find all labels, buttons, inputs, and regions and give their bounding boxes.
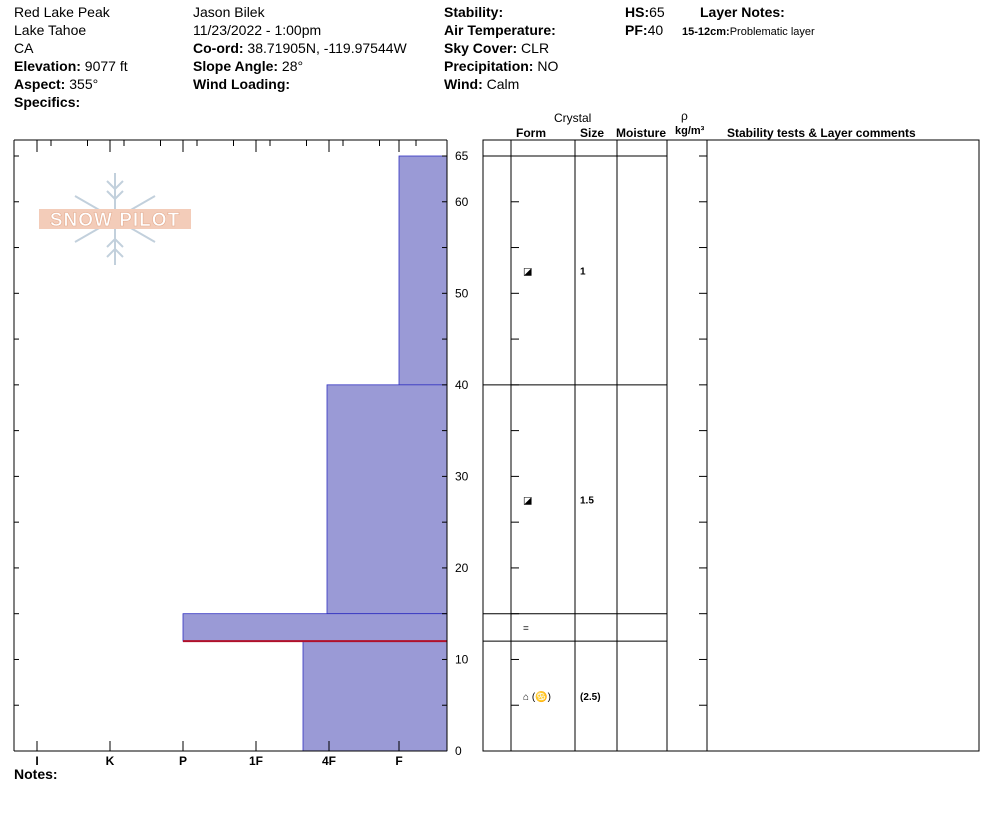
air-temp-label: Air Temperature:: [444, 22, 556, 38]
pf-label: PF:: [625, 22, 648, 38]
crystal-form-symbol: ◪: [523, 495, 532, 506]
x-tick-label: I: [35, 754, 38, 768]
crystal-header: Crystal: [554, 111, 592, 125]
crystal-form-symbol: ◪: [523, 266, 532, 277]
location-name: Red Lake Peak: [14, 4, 110, 20]
observation-datetime: 11/23/2022 - 1:00pm: [193, 22, 322, 38]
slope-angle: Slope Angle: 28°: [193, 57, 303, 75]
crystal-size-value: (2.5): [580, 692, 601, 703]
observer-name: Jason Bilek: [193, 4, 265, 20]
aspect: Aspect: 355°: [14, 75, 98, 93]
aspect-value: 355°: [65, 76, 99, 92]
layer-note-text: Problematic layer: [729, 26, 815, 38]
precipitation: Precipitation: NO: [444, 57, 558, 75]
y-tick-label: 40: [455, 378, 469, 392]
snow-pilot-logo: SNOW PILOT: [39, 173, 191, 265]
x-tick-label: F: [395, 754, 402, 768]
form-header: Form: [516, 126, 546, 140]
slope-label: Slope Angle:: [193, 58, 279, 74]
x-tick-label: 4F: [322, 754, 336, 768]
elevation-label: Elevation:: [14, 58, 81, 74]
crystal-form-symbol: =: [523, 623, 529, 634]
range-name: Lake Tahoe: [14, 22, 87, 38]
x-tick-label: 1F: [249, 754, 263, 768]
elevation: Elevation: 9077 ft: [14, 57, 128, 75]
sky-cover-label: Sky Cover:: [444, 40, 518, 56]
hardness-layer-bar: [398, 155, 448, 386]
sky-cover-value: CLR: [517, 40, 550, 56]
hs-label: HS:: [625, 4, 650, 20]
hs: HS:65: [625, 3, 665, 21]
pf: PF:40: [625, 21, 663, 39]
slope-value: 28°: [278, 58, 304, 74]
layer-note-range: 15-12cm:: [682, 26, 730, 38]
y-tick-label: 65: [455, 149, 469, 163]
crystal-form-symbol: ⌂ (♋): [523, 690, 551, 703]
wind-label: Wind:: [444, 76, 483, 92]
density-unit-header: kg/m³: [675, 125, 705, 137]
notes-label: Notes:: [14, 766, 58, 782]
stability-tests-header: Stability tests & Layer comments: [727, 126, 916, 140]
hardness-layer-bar: [326, 384, 448, 615]
y-tick-label: 60: [455, 195, 469, 209]
crystal-size-value: 1: [580, 266, 586, 277]
precip-value: NO: [533, 58, 559, 74]
x-tick-label: K: [106, 754, 115, 768]
y-tick-label: 50: [455, 286, 469, 300]
logo-banner: [39, 209, 191, 229]
rho-header: ρ: [681, 109, 688, 123]
table-border: [482, 139, 980, 752]
precip-label: Precipitation:: [444, 58, 534, 74]
coord-value: 38.71905N, -119.97544W: [243, 40, 407, 56]
aspect-label: Aspect:: [14, 76, 66, 92]
wind-loading-label: Wind Loading:: [193, 76, 291, 92]
size-header: Size: [580, 126, 605, 140]
layer-note: 15-12cm:Problematic layer: [682, 23, 815, 41]
hs-value: 65: [649, 4, 665, 20]
y-tick-label: 20: [455, 561, 469, 575]
moisture-header: Moisture: [616, 126, 667, 140]
y-tick-label: 0: [455, 744, 462, 758]
y-tick-label: 10: [455, 652, 469, 666]
y-tick-label: 30: [455, 469, 469, 483]
wind-value: Calm: [482, 76, 520, 92]
stability-label: Stability:: [444, 4, 504, 20]
specifics-label: Specifics:: [14, 94, 81, 110]
state-name: CA: [14, 40, 34, 56]
coord-label: Co-ord:: [193, 40, 244, 56]
crystal-size-value: 1.5: [580, 495, 594, 506]
layer-notes-label: Layer Notes:: [700, 4, 785, 20]
pf-value: 40: [647, 22, 664, 38]
sky-cover: Sky Cover: CLR: [444, 39, 549, 57]
coordinates: Co-ord: 38.71905N, -119.97544W: [193, 39, 407, 57]
hardness-layer-bar: [182, 613, 448, 642]
logo-text: SNOW PILOT: [50, 210, 180, 231]
wind: Wind: Calm: [444, 75, 519, 93]
hardness-layer-bar: [302, 640, 448, 752]
elevation-value: 9077 ft: [80, 58, 128, 74]
x-tick-label: P: [179, 754, 187, 768]
